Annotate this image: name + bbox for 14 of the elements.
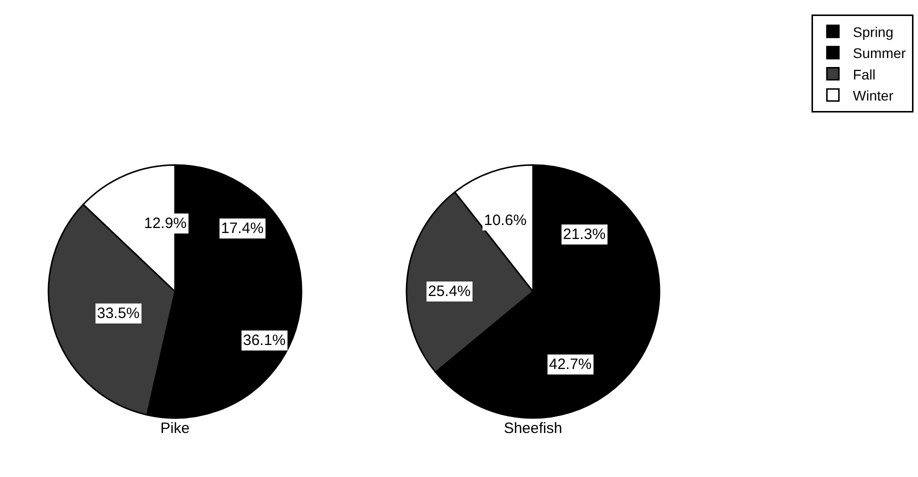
data-label: 36.1% [243, 332, 286, 349]
legend-label: Fall [852, 66, 876, 82]
data-label: 42.7% [549, 356, 592, 373]
legend-label: Winter [852, 87, 894, 104]
data-label: 10.6% [484, 212, 527, 229]
legend-label: Summer [852, 45, 906, 62]
text: Pike [160, 420, 190, 437]
data-label: 12.9% [144, 215, 187, 232]
data-label: 17.4% [221, 220, 264, 237]
data-label: 33.5% [97, 305, 140, 322]
legend-label: Spring [852, 24, 894, 40]
data-label: 25.4% [428, 283, 471, 300]
data-label: 21.3% [563, 226, 606, 243]
text: Sheefish [504, 420, 562, 437]
